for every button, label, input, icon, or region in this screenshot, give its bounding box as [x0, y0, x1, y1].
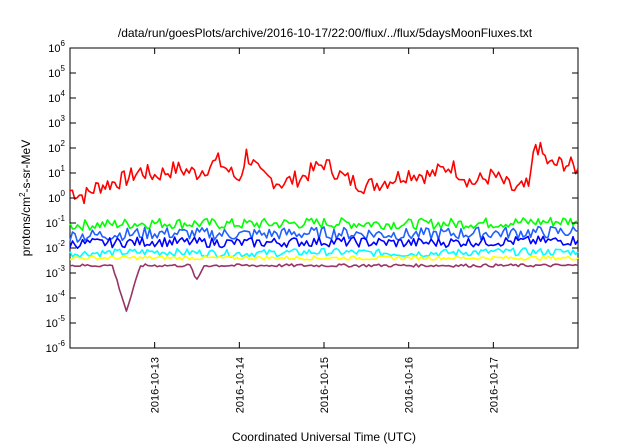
y-tick-label: 102 — [48, 139, 65, 155]
y-axis: 10-6 10-5 10-4 10-3 10-2 10-1 100 101 102 103 104 1… — [46, 39, 578, 355]
series-line — [69, 255, 579, 261]
series-line — [69, 235, 579, 249]
series-line — [69, 225, 579, 243]
y-tick-label: 10-5 — [46, 314, 66, 330]
y-tick-label: 106 — [48, 39, 65, 55]
x-tick-label: 2016-10-13 — [150, 357, 162, 413]
x-tick-label: 2016-10-17 — [488, 357, 500, 413]
y-tick-label: 101 — [48, 164, 65, 180]
y-tick-label: 10-3 — [46, 264, 66, 280]
y-tick-label: 103 — [48, 114, 65, 130]
x-tick-label: 2016-10-16 — [404, 357, 416, 413]
plot-frame — [69, 47, 579, 349]
series-line — [69, 216, 579, 232]
y-tick-label: 105 — [48, 64, 65, 80]
series-line — [69, 247, 579, 258]
y-tick-label: 104 — [48, 89, 65, 105]
series-layer — [69, 141, 579, 312]
chart-title: /data/run/goesPlots/archive/2016-10-17/2… — [118, 26, 533, 40]
y-tick-label: 10-4 — [46, 289, 66, 305]
y-tick-label: 100 — [48, 189, 65, 205]
y-tick-label: 10-1 — [46, 214, 66, 230]
x-axis: 2016-10-13 2016-10-14 2016-10-15 2016-10-16… — [150, 48, 500, 413]
series-line — [69, 141, 579, 205]
y-tick-label: 10-6 — [46, 339, 66, 355]
x-tick-label: 2016-10-14 — [234, 357, 246, 413]
series-line — [69, 263, 579, 312]
y-tick-label: 10-2 — [46, 239, 66, 255]
x-axis-label: Coordinated Universal Time (UTC) — [232, 430, 416, 444]
plot-area — [69, 141, 579, 312]
x-tick-label: 2016-10-15 — [319, 357, 331, 413]
y-axis-label: protons/cm2-s-sr-MeV — [18, 140, 33, 256]
